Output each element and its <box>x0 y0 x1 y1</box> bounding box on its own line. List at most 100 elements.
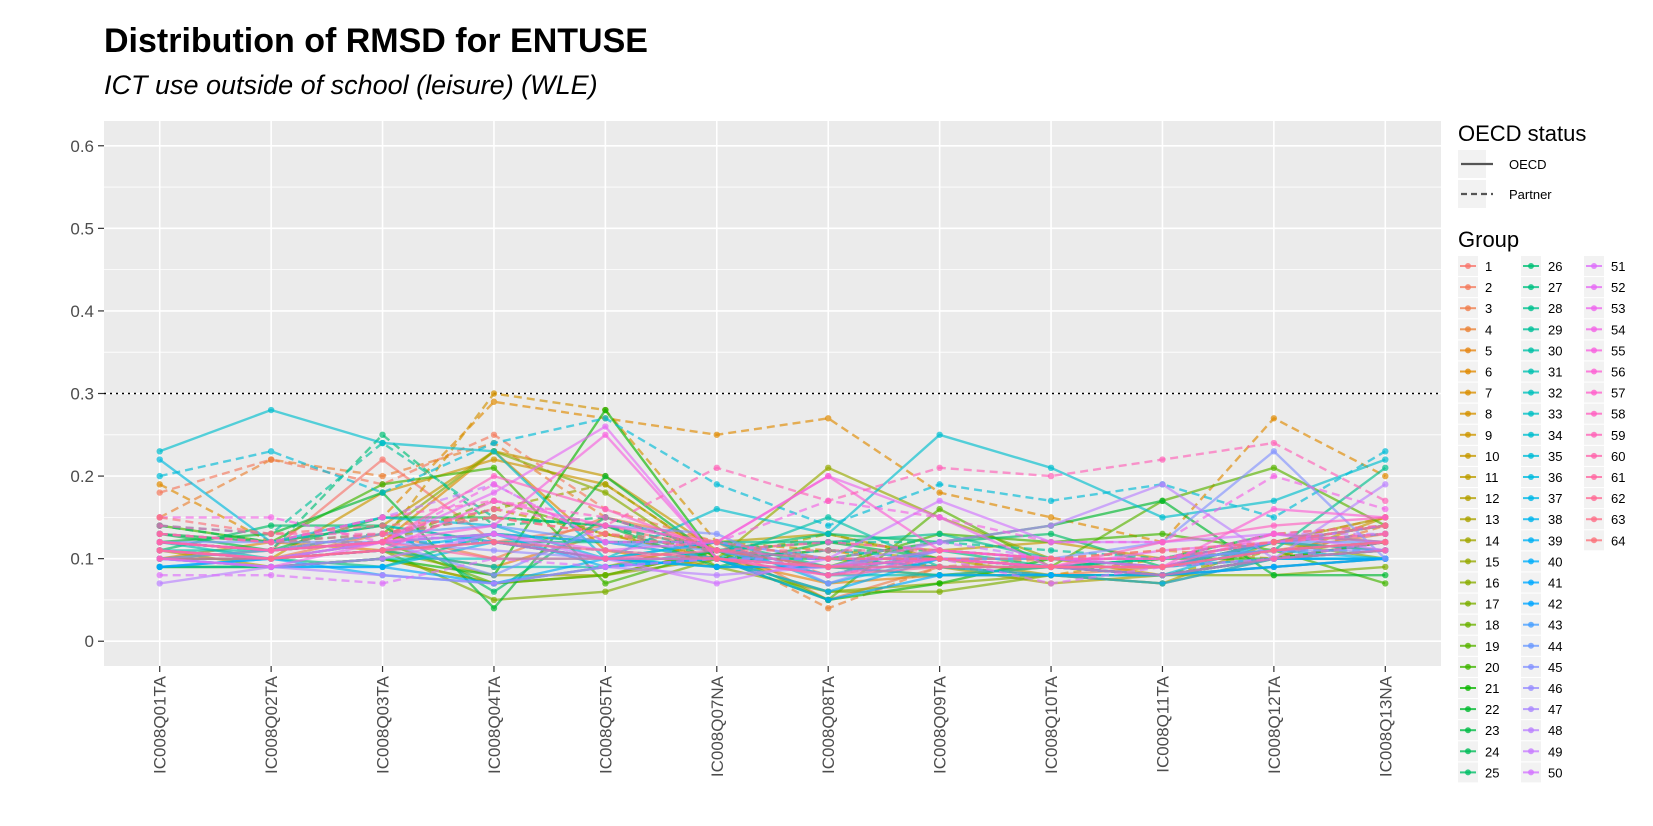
legend-color-dot <box>1591 495 1597 502</box>
legend-group-label-44: 44 <box>1548 639 1562 654</box>
data-point-64-IC008Q03TA <box>379 522 386 529</box>
series-line-54 <box>159 474 1386 544</box>
legend-group-label-2: 2 <box>1485 280 1492 295</box>
legend-color-dot <box>1465 495 1471 502</box>
legend-group-label-51: 51 <box>1611 259 1625 274</box>
data-point-59-IC008Q05TA <box>602 522 609 529</box>
data-point-21-IC008Q09TA <box>936 580 943 587</box>
data-point-25-IC008Q04TA <box>490 588 498 595</box>
data-point-54-IC008Q09TA <box>936 514 943 521</box>
data-point-22-IC008Q13NA <box>1382 571 1389 579</box>
legend-title-oecd-status: OECD status <box>1458 121 1586 146</box>
x-tick-label: IC008Q05TA <box>596 675 615 774</box>
legend-group-label-36: 36 <box>1548 470 1562 485</box>
data-point-56-IC008Q08TA <box>825 472 832 480</box>
data-point-64-IC008Q01TA <box>156 514 163 521</box>
data-point-54-IC008Q05TA <box>602 538 609 546</box>
data-point-63-IC008Q10TA <box>1047 563 1055 571</box>
data-point-45-IC008Q13NA <box>1382 555 1389 562</box>
x-tick-label: IC008Q09TA <box>931 675 950 774</box>
data-point-62-IC008Q09TA <box>936 547 943 554</box>
data-point-63-IC008Q13NA <box>1382 538 1389 546</box>
data-point-48-IC008Q07NA <box>713 571 720 579</box>
data-point-34-IC008Q10TA <box>1047 464 1055 472</box>
legend-group-label-26: 26 <box>1548 259 1562 274</box>
legend-color-dot <box>1591 263 1597 269</box>
data-point-2-IC008Q04TA <box>490 431 498 438</box>
data-point-48-IC008Q04TA <box>490 580 498 587</box>
legend-color-dot <box>1591 474 1597 480</box>
series-line-64 <box>159 516 1386 560</box>
data-point-57-IC008Q12TA <box>1270 530 1278 538</box>
data-point-51-IC008Q10TA <box>1047 580 1055 587</box>
legend-group-label-11: 11 <box>1485 470 1499 485</box>
data-point-21-IC008Q05TA <box>602 406 609 414</box>
legend-group-label-4: 4 <box>1485 322 1492 337</box>
legend-color-dot <box>1528 579 1534 586</box>
legend-color-dot <box>1528 642 1534 649</box>
data-point-59-IC008Q12TA <box>1270 439 1278 447</box>
data-point-22-IC008Q11TA <box>1159 497 1166 505</box>
data-point-41-IC008Q03TA <box>379 563 386 571</box>
data-point-35-IC008Q05TA <box>602 415 609 422</box>
y-tick-label: 0.3 <box>70 385 94 404</box>
series-line-35 <box>159 417 1386 527</box>
x-tick-label: IC008Q12TA <box>1265 675 1284 774</box>
data-point-59-IC008Q13NA <box>1382 497 1389 505</box>
data-point-61-IC008Q08TA <box>825 571 832 579</box>
legend-group-label-63: 63 <box>1611 512 1625 527</box>
legend-group-label-46: 46 <box>1548 681 1562 696</box>
x-tick-label: IC008Q02TA <box>262 675 281 774</box>
data-point-42-IC008Q07NA <box>713 563 720 571</box>
data-point-57-IC008Q04TA <box>490 497 498 505</box>
data-point-61-IC008Q12TA <box>1270 555 1278 562</box>
legend-color-dot <box>1591 305 1597 312</box>
data-point-58-IC008Q05TA <box>602 505 609 513</box>
legend-group-label-21: 21 <box>1485 681 1499 696</box>
data-point-52-IC008Q04TA <box>490 489 498 496</box>
series-lines <box>156 390 1389 612</box>
data-point-64-IC008Q04TA <box>490 514 498 521</box>
data-point-58-IC008Q11TA <box>1159 538 1166 546</box>
series-group-63 <box>156 538 1389 571</box>
legend-color-dot <box>1465 663 1471 670</box>
legend-color-dot <box>1465 642 1471 649</box>
data-point-57-IC008Q03TA <box>379 514 386 521</box>
legend-color-dot <box>1465 263 1471 269</box>
data-point-64-IC008Q12TA <box>1270 538 1278 546</box>
data-point-59-IC008Q07NA <box>713 464 720 472</box>
data-point-34-IC008Q11TA <box>1159 514 1166 521</box>
chart-title: Distribution of RMSD for ENTUSE <box>104 22 648 60</box>
data-point-35-IC008Q13NA <box>1382 448 1389 455</box>
data-point-62-IC008Q11TA <box>1159 555 1166 562</box>
data-point-4-IC008Q08TA <box>825 604 832 612</box>
data-point-42-IC008Q01TA <box>156 563 163 571</box>
y-tick-label: 0.6 <box>70 137 94 156</box>
legend-color-dot <box>1465 600 1471 607</box>
legend-group-label-5: 5 <box>1485 343 1492 358</box>
data-point-61-IC008Q03TA <box>379 538 386 546</box>
data-point-63-IC008Q07NA <box>713 555 720 562</box>
data-point-64-IC008Q13NA <box>1382 522 1389 529</box>
legend-group-label-10: 10 <box>1485 449 1499 464</box>
legend-group-label-28: 28 <box>1548 301 1562 316</box>
data-point-61-IC008Q13NA <box>1382 547 1389 554</box>
legend-color-dot <box>1528 305 1534 312</box>
data-point-63-IC008Q01TA <box>156 547 163 554</box>
data-point-30-IC008Q08TA <box>825 514 832 521</box>
data-point-38-IC008Q11TA <box>1159 580 1166 587</box>
data-point-64-IC008Q09TA <box>936 555 943 562</box>
legend-color-dot <box>1528 263 1534 269</box>
data-point-6-IC008Q01TA <box>156 481 163 488</box>
data-point-61-IC008Q01TA <box>156 538 163 546</box>
data-point-14-IC008Q05TA <box>602 481 609 488</box>
legend-color-dot <box>1591 410 1597 417</box>
data-point-58-IC008Q04TA <box>490 472 498 480</box>
legend-color-dot <box>1465 516 1471 523</box>
legend-group-label-37: 37 <box>1548 491 1562 506</box>
legend-color-dot <box>1465 621 1471 628</box>
legend-group-label-50: 50 <box>1548 765 1562 780</box>
legend-color-dot <box>1528 748 1534 755</box>
series-line-14 <box>159 483 1386 577</box>
